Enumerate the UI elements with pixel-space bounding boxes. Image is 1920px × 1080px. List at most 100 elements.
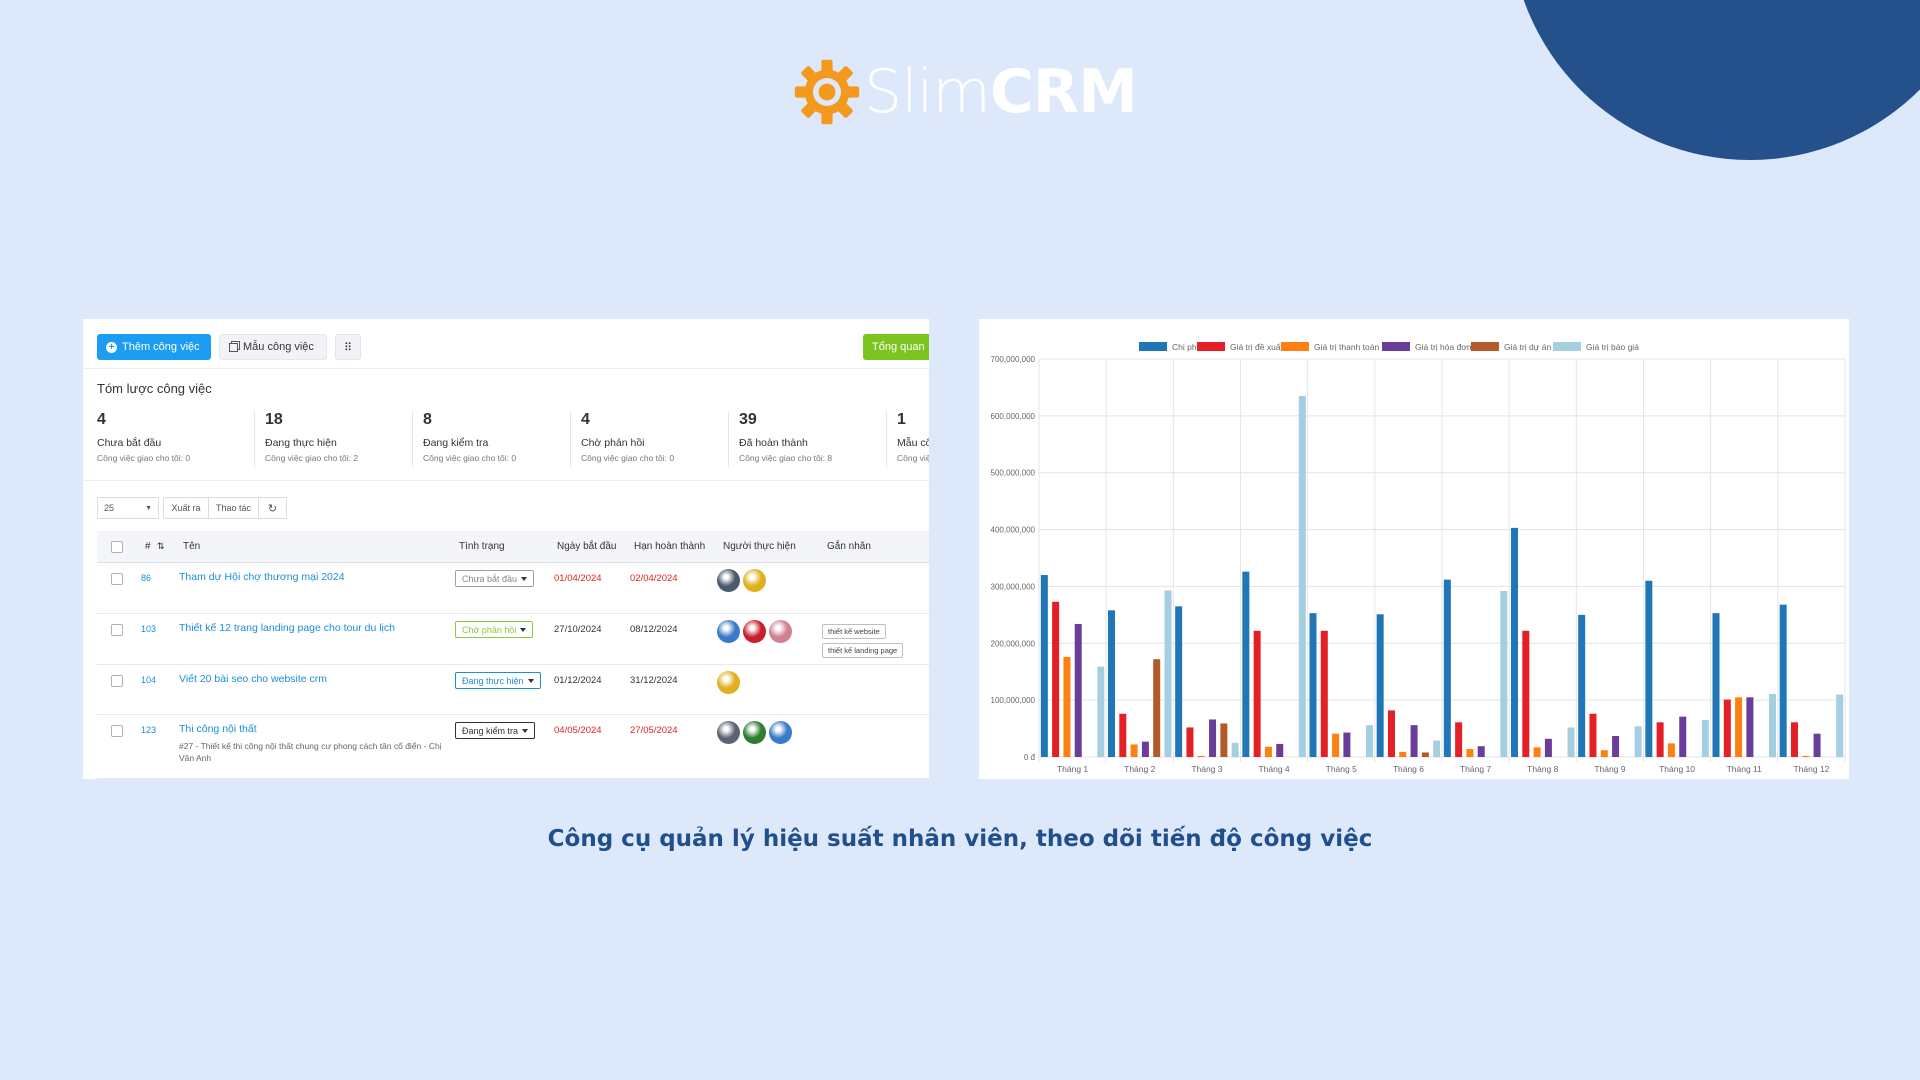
status-label: Chưa bắt đầu (462, 573, 518, 584)
avatar[interactable] (717, 620, 740, 643)
summary-stats: 4 Chưa bắt đầu Công việc giao cho tôi: 0 18… (97, 411, 929, 467)
summary-stat[interactable]: 4 Chưa bắt đầu Công việc giao cho tôi: 0 (97, 411, 255, 467)
summary-stat[interactable]: 8 Đang kiểm tra Công việc giao cho tôi: 0 (413, 411, 571, 467)
header-due-date[interactable]: Hạn hoàn thành (634, 541, 706, 552)
status-dropdown[interactable]: Chưa bắt đầu (455, 570, 535, 587)
chart-bar (1477, 746, 1485, 757)
chart-bar (1153, 659, 1161, 757)
summary-stat[interactable]: 18 Đang thực hiện Công việc giao cho tôi: … (255, 411, 413, 467)
chart-bar (1410, 725, 1418, 757)
avatar[interactable] (717, 721, 740, 744)
x-tick-label: Tháng 8 (1527, 764, 1558, 774)
chart-bar (1276, 743, 1284, 757)
overview-button[interactable]: Tổng quan (863, 334, 929, 360)
chart-bar (1164, 590, 1172, 757)
avatar[interactable] (769, 620, 792, 643)
header-hash[interactable]: # (145, 541, 151, 552)
task-templates-button[interactable]: Mẫu công việc (219, 334, 327, 360)
avatar[interactable] (743, 721, 766, 744)
legend-swatch (1382, 342, 1410, 351)
task-id[interactable]: 103 (141, 624, 157, 634)
sort-icon[interactable]: ⇅ (157, 541, 165, 551)
caret-down-icon (522, 728, 529, 733)
y-tick-label: 0 đ (1024, 753, 1036, 762)
start-date: 04/05/2024 (554, 725, 602, 736)
grid-view-button[interactable]: ⠿ (335, 334, 361, 360)
add-task-button[interactable]: + Thêm công việc (97, 334, 211, 360)
chart-bar (1040, 575, 1048, 757)
task-name-link[interactable]: Thiết kế 12 trang landing page cho tour … (179, 622, 395, 634)
status-dropdown[interactable]: Đang thực hiện (455, 672, 541, 689)
task-id[interactable]: 86 (141, 573, 152, 583)
select-all-checkbox[interactable] (111, 541, 123, 553)
avatar[interactable] (743, 620, 766, 643)
legend-label: Giá trị báo giá (1586, 342, 1639, 352)
summary-stat[interactable]: 1 Mẫu côn Công việ (887, 411, 929, 467)
x-tick-label: Tháng 11 (1727, 764, 1763, 774)
chart-bar (1634, 726, 1642, 757)
header-status[interactable]: Tình trạng (459, 541, 505, 552)
table-row[interactable]: 86 Tham dự Hội chợ thương mại 2024 Chưa bắ… (97, 563, 929, 614)
row-checkbox[interactable] (111, 573, 123, 585)
row-checkbox[interactable] (111, 675, 123, 687)
avatar[interactable] (717, 569, 740, 592)
summary-stat[interactable]: 4 Chờ phản hồi Công việc giao cho tôi: 0 (571, 411, 729, 467)
refresh-button[interactable]: ↻ (259, 497, 287, 519)
header-start-date[interactable]: Ngày bắt đầu (557, 541, 617, 552)
task-id[interactable]: 104 (141, 675, 157, 685)
summary-stat[interactable]: 39 Đã hoàn thành Công việc giao cho tôi: 8 (729, 411, 887, 467)
row-checkbox[interactable] (111, 725, 123, 737)
table-row[interactable]: 123 Thi công nội thất #27 - Thiết kế thi c… (97, 715, 929, 779)
export-button[interactable]: Xuất ra (163, 497, 209, 519)
chart-bar (1141, 741, 1149, 757)
stat-sub: Công việc giao cho tôi: 8 (739, 453, 833, 463)
plus-circle-icon: + (106, 341, 117, 353)
table-row[interactable]: 103 Thiết kế 12 trang landing page cho to… (97, 614, 929, 665)
chart-bar (1231, 742, 1239, 757)
tag-badge[interactable]: thiết kế website (822, 624, 886, 639)
task-name-link[interactable]: Viết 20 bài seo cho website crm (179, 673, 328, 685)
avatar[interactable] (769, 721, 792, 744)
actions-button[interactable]: Thao tác (209, 497, 259, 519)
bar-chart: 0 đ 100,000,000 200,000,000 300,000,000 400,… (991, 342, 1846, 774)
gear-logo-icon (794, 59, 860, 125)
assignee-avatars (717, 620, 792, 643)
stat-sub: Công việ (897, 453, 929, 463)
avatar[interactable] (743, 569, 766, 592)
task-id[interactable]: 123 (141, 725, 157, 735)
chart-bar (1443, 579, 1451, 757)
chart-bar (1433, 740, 1441, 757)
table-row[interactable]: 104 Viết 20 bài seo cho website crm Đang t… (97, 665, 929, 715)
header-name[interactable]: Tên (183, 541, 201, 552)
task-name-link[interactable]: Tham dự Hội chợ thương mại 2024 (179, 571, 345, 583)
chart-bar (1253, 630, 1261, 757)
legend-label: Chi phí (1172, 342, 1200, 352)
task-list-panel: + Thêm công việc Mẫu công việc ⠿ Tổng qu… (83, 319, 929, 779)
status-dropdown[interactable]: Chờ phản hồi (455, 621, 534, 638)
add-task-label: Thêm công việc (122, 341, 200, 353)
finance-chart-panel: 0 đ 100,000,000 200,000,000 300,000,000 400,… (979, 319, 1849, 779)
brand-name: SlimCRM (864, 57, 1138, 127)
stat-label: Mẫu côn (897, 437, 929, 449)
task-name-link[interactable]: Thi công nội thất (179, 723, 257, 735)
chart-bar (1600, 750, 1608, 757)
header-assignees[interactable]: Người thực hiện (723, 541, 796, 552)
page-size-select[interactable]: 25 ▼ (97, 497, 159, 519)
status-dropdown[interactable]: Đang kiểm tra (455, 722, 536, 739)
tag-badge[interactable]: thiết kế landing page (822, 643, 904, 658)
chart-bar (1399, 751, 1407, 757)
chart-bar (1097, 666, 1105, 757)
avatar[interactable] (717, 671, 740, 694)
row-checkbox[interactable] (111, 624, 123, 636)
chart-bar (1746, 697, 1754, 757)
decorative-circle (1510, 0, 1920, 160)
chart-bar (1376, 614, 1384, 757)
caret-down-icon (521, 576, 528, 581)
due-date: 02/04/2024 (630, 573, 678, 584)
legend-label: Giá trị thanh toán (1314, 342, 1379, 352)
stat-label: Đang thực hiện (265, 437, 337, 449)
y-tick-label: 300,000,000 (991, 582, 1036, 591)
header-tags[interactable]: Gắn nhãn (827, 541, 871, 552)
y-tick-label: 400,000,000 (991, 526, 1036, 535)
chart-bar (1612, 735, 1620, 757)
